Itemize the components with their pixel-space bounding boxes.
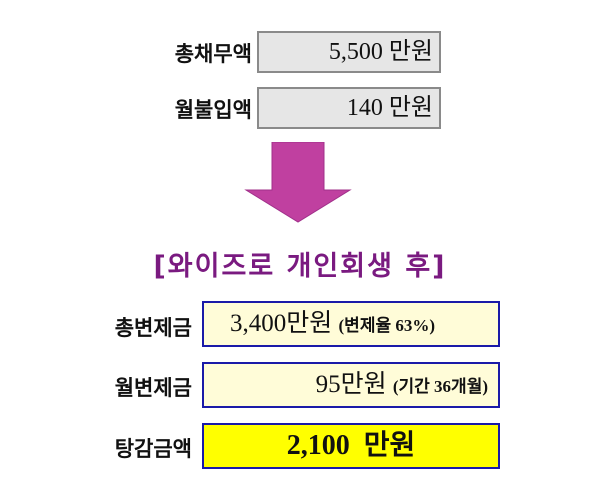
monthly-repayment-box: 95만원 (기간 36개월) [202, 362, 500, 408]
section-title: [와이즈로 개인회생 후] [153, 251, 447, 282]
total-repayment-value: 3,400만원 [230, 310, 333, 337]
down-arrow-icon [244, 142, 352, 223]
total-repayment-label: 총변제금 [114, 316, 192, 340]
repayment-period: (기간 36개월) [392, 377, 488, 396]
monthly-payment-label: 월불입액 [174, 98, 252, 122]
monthly-repayment-label: 월변제금 [114, 376, 192, 400]
total-debt-value: 5,500 만원 [257, 31, 441, 73]
total-repayment-box: 3,400만원 (변제율 63%) [202, 301, 500, 347]
total-debt-label: 총채무액 [174, 42, 252, 66]
monthly-repayment-value: 95만원 [315, 371, 387, 398]
reduction-label: 탕감금액 [114, 437, 192, 461]
reduction-value: 2,100 만원 [202, 423, 500, 469]
repayment-rate: (변제율 63%) [338, 316, 436, 335]
monthly-payment-value: 140 만원 [257, 87, 441, 129]
